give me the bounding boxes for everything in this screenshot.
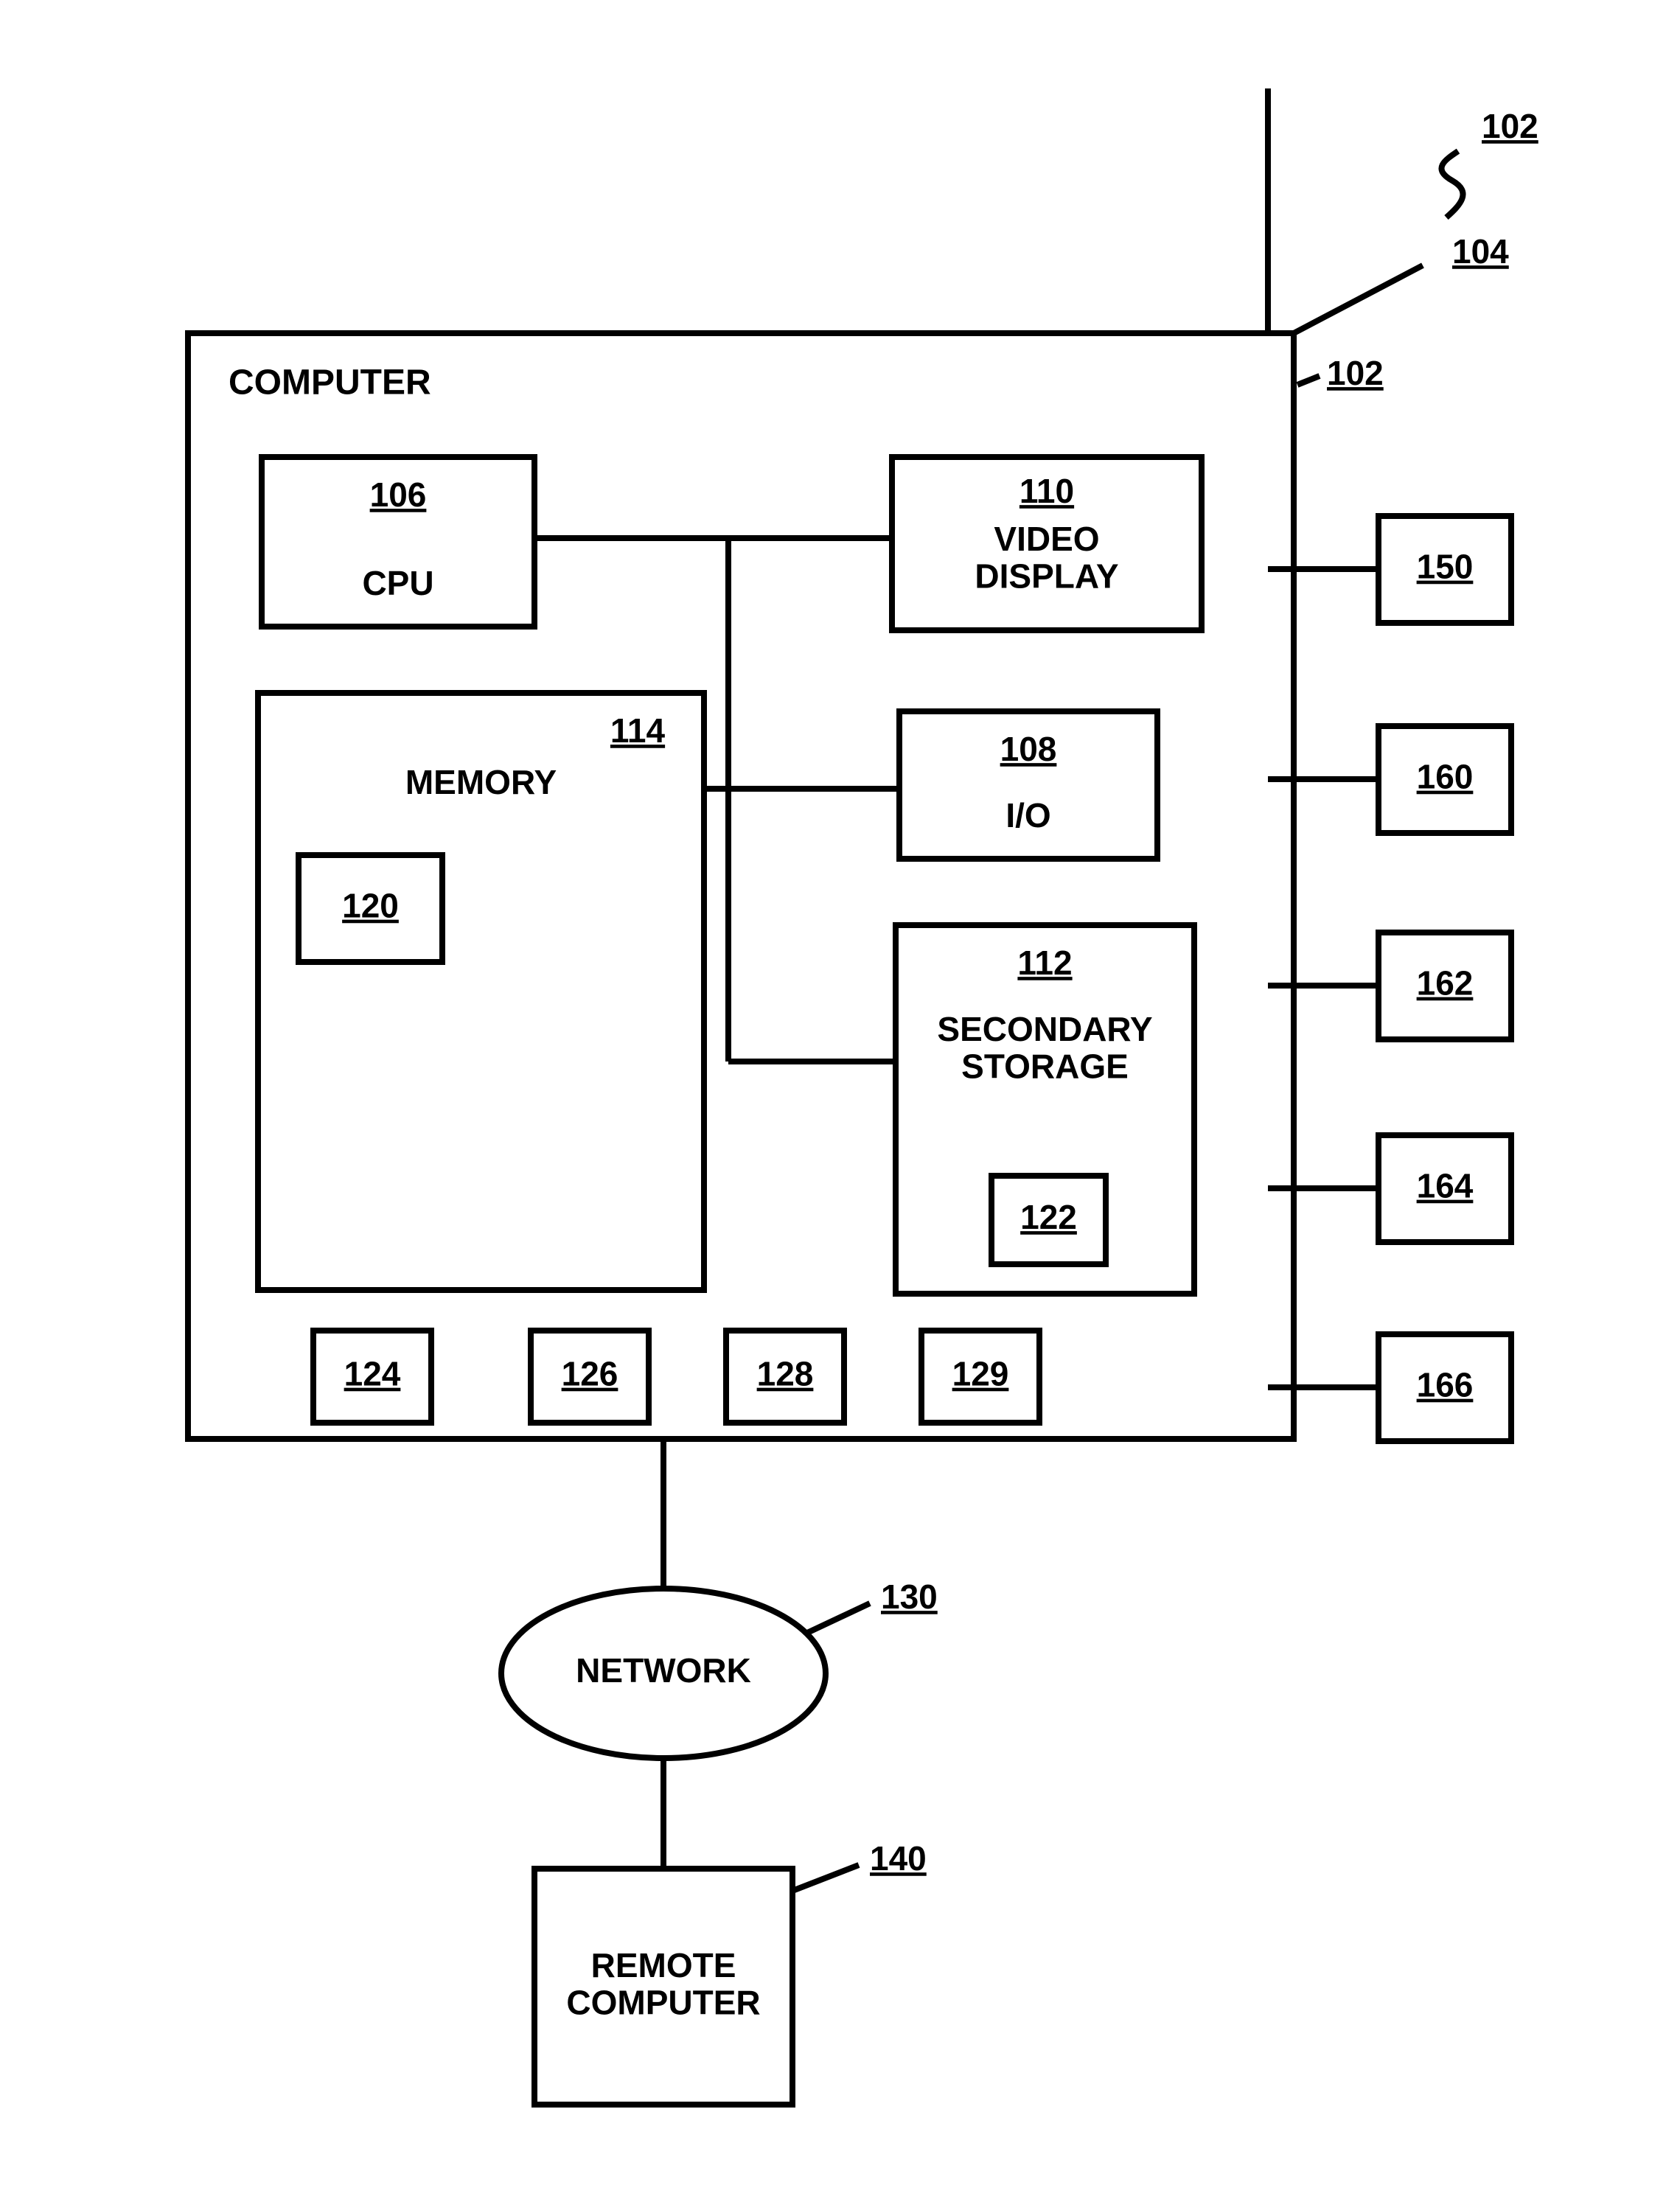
squiggle-102: [1441, 151, 1463, 217]
secondary-inner-num: 122: [1020, 1198, 1077, 1236]
ext-num-160: 160: [1417, 758, 1474, 796]
remote-num: 140: [870, 1839, 927, 1878]
io-label: I/O: [1005, 796, 1050, 834]
callout-102-top: 102: [1482, 107, 1538, 145]
secondary-label: SECONDARYSTORAGE: [937, 1010, 1152, 1086]
io-num: 108: [1000, 730, 1057, 768]
leader-104: [1294, 265, 1423, 333]
bottom-num-124: 124: [344, 1355, 401, 1393]
cpu-num: 106: [370, 475, 427, 514]
ext-num-166: 166: [1417, 1366, 1474, 1404]
bottom-num-129: 129: [952, 1355, 1009, 1393]
memory-num: 114: [610, 711, 666, 750]
remote-label: REMOTECOMPUTER: [566, 1946, 760, 2022]
bottom-num-126: 126: [562, 1355, 618, 1393]
memory-inner-num: 120: [342, 887, 399, 925]
ext-num-162: 162: [1417, 964, 1474, 1003]
callout-104: 104: [1452, 232, 1509, 271]
leader-140: [792, 1865, 859, 1891]
ext-num-164: 164: [1417, 1167, 1474, 1205]
video-label: VIDEODISPLAY: [975, 520, 1118, 596]
network-num: 130: [881, 1578, 938, 1616]
secondary-num: 112: [1017, 944, 1072, 982]
bottom-num-128: 128: [757, 1355, 814, 1393]
cpu-label: CPU: [362, 564, 433, 602]
memory-label: MEMORY: [405, 763, 557, 801]
leader-102-side: [1297, 376, 1320, 385]
leader-130: [807, 1603, 870, 1633]
ext-num-150: 150: [1417, 548, 1474, 586]
network-label: NETWORK: [576, 1651, 751, 1690]
computer-title: COMPUTER: [229, 363, 431, 402]
video-num: 110: [1019, 472, 1074, 510]
callout-102-side: 102: [1327, 354, 1384, 392]
